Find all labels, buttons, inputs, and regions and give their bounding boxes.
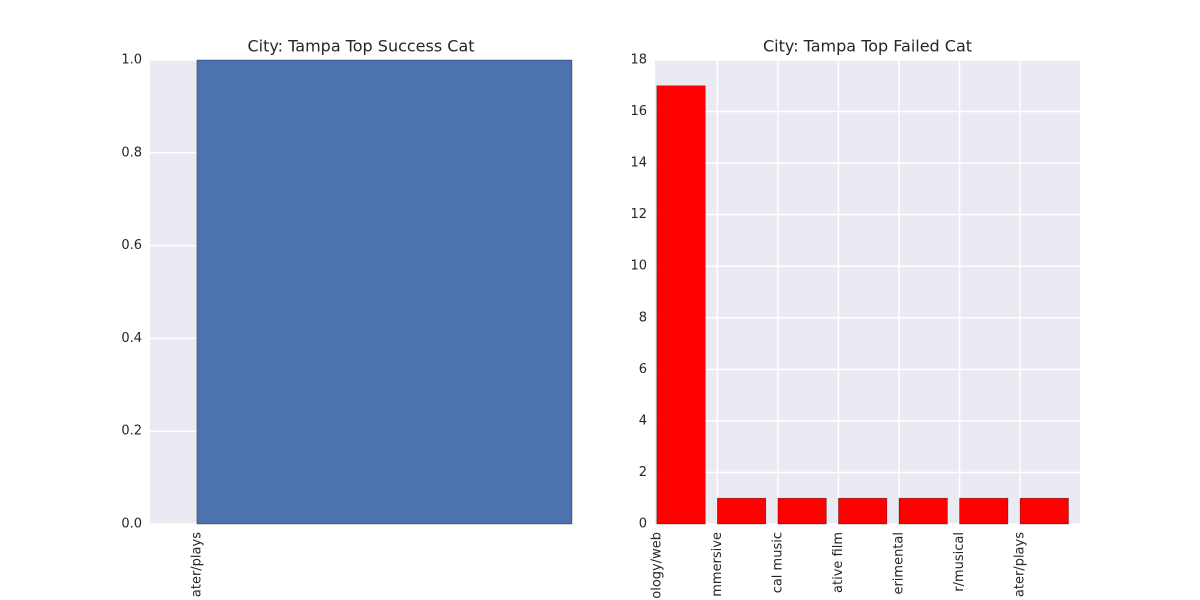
bar (777, 497, 827, 525)
y-tick-label: 6 (639, 362, 647, 377)
bar (959, 497, 1009, 525)
y-tick-label: 2 (639, 465, 647, 480)
y-tick-label: 0.2 (121, 424, 142, 439)
x-tick-label: r/musical (952, 532, 967, 592)
y-tick-label: 4 (639, 413, 647, 428)
y-tick-label: 8 (639, 310, 647, 325)
x-tick-label: cal music (770, 532, 785, 593)
x-tick-label: ater/plays (189, 532, 204, 597)
x-tick-label: ology/web (649, 532, 664, 599)
y-tick-label: 14 (630, 156, 647, 171)
bar (717, 497, 767, 525)
bar (898, 497, 948, 525)
x-tick-label: ative film (831, 532, 846, 593)
x-tick-label: mmersive (710, 532, 725, 597)
y-tick-label: 0.8 (121, 145, 142, 160)
y-tick-label: 0.4 (121, 331, 142, 346)
y-tick-label: 10 (630, 259, 647, 274)
y-tick-label: 0 (639, 517, 647, 532)
y-tick-label: 16 (630, 104, 647, 119)
bar (196, 59, 573, 525)
x-tick-label: erimental (891, 532, 906, 595)
plot-background (655, 60, 1080, 524)
chart-title: City: Tampa Top Failed Cat (763, 37, 972, 56)
bar (1019, 497, 1069, 525)
y-tick-label: 1.0 (121, 53, 142, 68)
chart-title: City: Tampa Top Success Cat (247, 37, 474, 56)
x-tick-label: ater/plays (1013, 532, 1028, 597)
y-tick-label: 0.0 (121, 517, 142, 532)
y-tick-label: 0.6 (121, 238, 142, 253)
y-tick-label: 18 (630, 53, 647, 68)
y-tick-label: 12 (630, 207, 647, 222)
bar (838, 497, 888, 525)
bar (656, 85, 706, 525)
